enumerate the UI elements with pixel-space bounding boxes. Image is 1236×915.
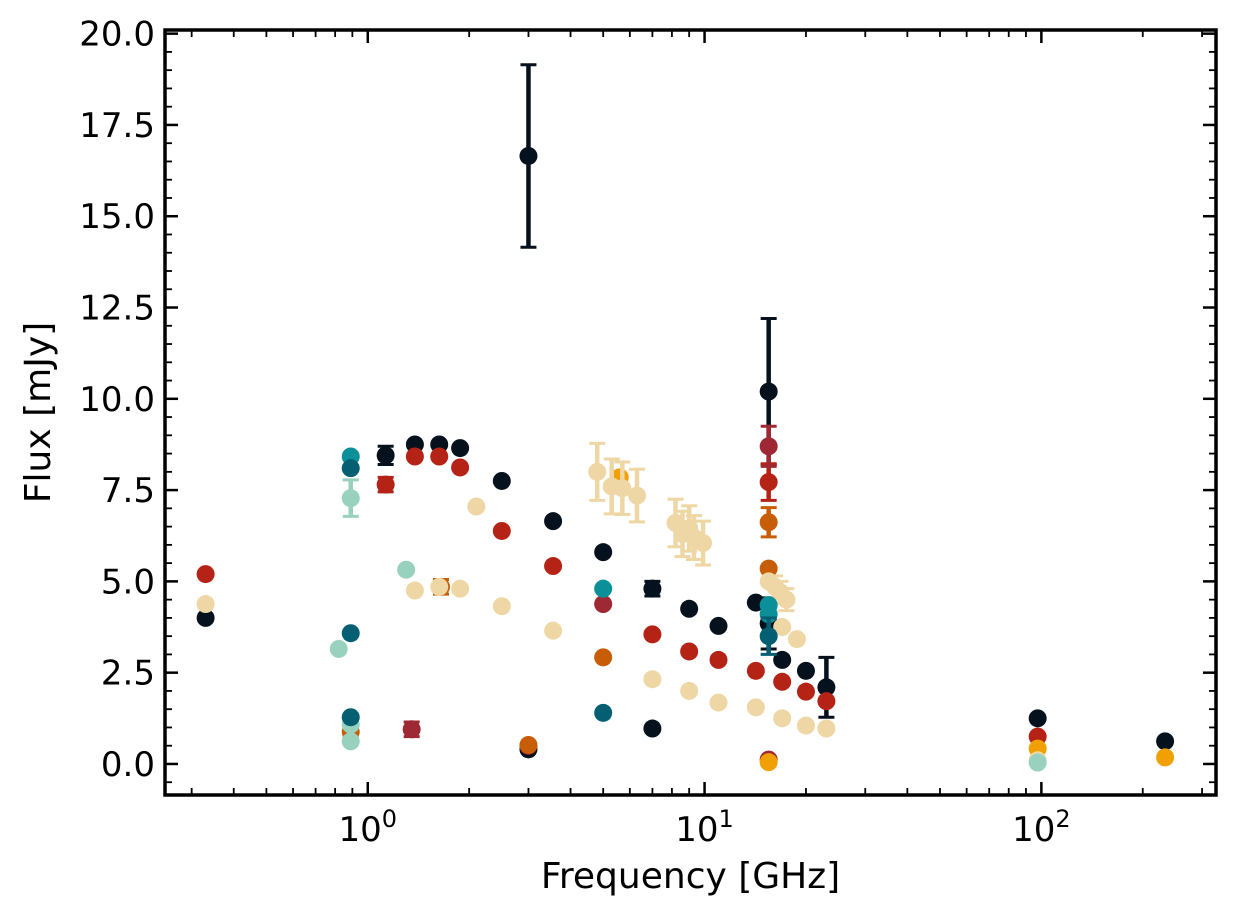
data-point bbox=[817, 692, 836, 711]
data-point bbox=[430, 577, 449, 596]
minor-ticks bbox=[165, 30, 1216, 795]
data-point bbox=[196, 565, 215, 584]
data-point bbox=[759, 473, 778, 492]
data-point bbox=[787, 630, 806, 649]
data-point bbox=[594, 543, 613, 562]
data-point bbox=[451, 458, 470, 477]
data-point bbox=[376, 475, 395, 494]
series-7 bbox=[341, 447, 778, 624]
data-point bbox=[594, 579, 613, 598]
data-point bbox=[759, 753, 778, 772]
y-tick-label: 15.0 bbox=[79, 197, 155, 237]
x-tick-label: 100 bbox=[338, 805, 397, 850]
y-tick-label: 2.5 bbox=[101, 654, 155, 694]
data-point bbox=[492, 521, 511, 540]
data-point bbox=[746, 698, 765, 717]
x-axis-label: Frequency [GHz] bbox=[541, 856, 840, 897]
data-point bbox=[694, 534, 713, 553]
data-point bbox=[709, 650, 728, 669]
data-point bbox=[519, 146, 538, 165]
data-point bbox=[1028, 709, 1047, 728]
data-point bbox=[341, 489, 360, 508]
data-point bbox=[777, 590, 796, 609]
series-1 bbox=[196, 447, 1047, 755]
data-point bbox=[759, 559, 778, 578]
data-point bbox=[746, 661, 765, 680]
data-point bbox=[709, 616, 728, 635]
data-point bbox=[709, 693, 728, 712]
data-point bbox=[627, 486, 646, 505]
y-tick-label: 7.5 bbox=[101, 471, 155, 511]
data-point bbox=[451, 579, 470, 598]
data-point bbox=[643, 719, 662, 738]
data-point bbox=[680, 599, 699, 618]
data-point bbox=[492, 471, 511, 490]
y-tick-label: 17.5 bbox=[79, 106, 155, 146]
data-point bbox=[329, 639, 348, 658]
data-point bbox=[430, 447, 449, 466]
data-points bbox=[196, 63, 1175, 772]
data-point bbox=[773, 618, 792, 637]
data-point bbox=[341, 624, 360, 643]
data-point bbox=[643, 625, 662, 644]
data-point bbox=[1028, 753, 1047, 772]
x-tick-label: 101 bbox=[675, 805, 734, 850]
y-axis-ticks: 0.0 2.5 5.0 7.5 10.0 12.5 15.0 17.5 20.0 bbox=[79, 15, 1216, 785]
data-point bbox=[196, 608, 215, 627]
x-tick-label: 102 bbox=[1012, 805, 1071, 850]
data-point bbox=[643, 670, 662, 689]
data-point bbox=[613, 479, 632, 498]
data-point bbox=[773, 672, 792, 691]
y-tick-label: 0.0 bbox=[101, 745, 155, 785]
data-point bbox=[773, 650, 792, 669]
data-point bbox=[594, 648, 613, 667]
data-point bbox=[796, 716, 815, 735]
data-point bbox=[594, 595, 613, 614]
data-point bbox=[341, 459, 360, 478]
data-point bbox=[680, 642, 699, 661]
data-point bbox=[817, 678, 836, 697]
plot-frame bbox=[163, 28, 1218, 797]
series-8 bbox=[341, 459, 778, 727]
data-point bbox=[759, 596, 778, 615]
data-point bbox=[759, 627, 778, 646]
data-point bbox=[341, 732, 360, 751]
data-point bbox=[405, 447, 424, 466]
x-axis-ticks: 100 101 102 bbox=[338, 30, 1071, 850]
series-5 bbox=[196, 441, 1047, 770]
series-4 bbox=[610, 468, 1175, 772]
data-point bbox=[402, 720, 421, 739]
data-point bbox=[817, 719, 836, 738]
data-point bbox=[196, 595, 215, 614]
y-tick-label: 12.5 bbox=[79, 289, 155, 329]
data-point bbox=[796, 682, 815, 701]
data-point bbox=[594, 703, 613, 722]
data-point bbox=[796, 661, 815, 680]
y-axis-label: Flux [mJy] bbox=[18, 322, 59, 503]
data-point bbox=[759, 382, 778, 401]
data-point bbox=[1156, 732, 1175, 751]
data-point bbox=[519, 735, 538, 754]
data-point bbox=[451, 439, 470, 458]
y-tick-label: 20.0 bbox=[79, 15, 155, 55]
y-tick-label: 5.0 bbox=[101, 562, 155, 602]
data-point bbox=[397, 560, 416, 579]
data-point bbox=[643, 579, 662, 598]
data-point bbox=[1156, 748, 1175, 767]
data-point bbox=[341, 708, 360, 727]
data-point bbox=[544, 557, 563, 576]
data-point bbox=[759, 513, 778, 532]
data-point bbox=[405, 581, 424, 600]
data-point bbox=[680, 681, 699, 700]
y-tick-label: 10.0 bbox=[79, 380, 155, 420]
data-point bbox=[467, 497, 486, 516]
data-point bbox=[376, 446, 395, 465]
data-point bbox=[544, 512, 563, 531]
data-point bbox=[773, 709, 792, 728]
data-point bbox=[544, 621, 563, 640]
data-point bbox=[759, 437, 778, 456]
data-point bbox=[492, 597, 511, 616]
data-point bbox=[588, 462, 607, 481]
